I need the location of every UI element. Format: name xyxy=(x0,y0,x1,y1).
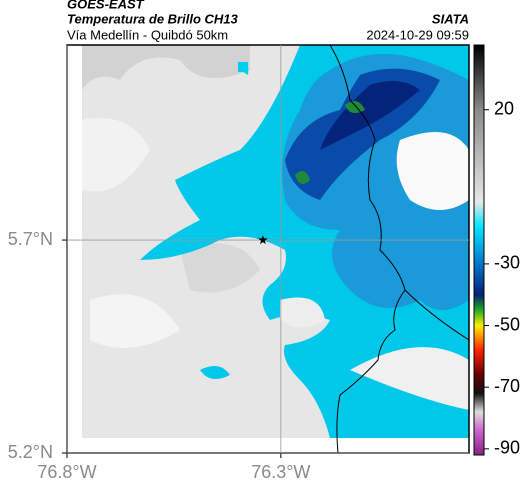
colorbar-tick-label: -90 xyxy=(494,438,520,458)
colorbar-tick-label: -50 xyxy=(494,314,520,334)
satellite-image xyxy=(67,45,469,453)
title: Temperatura de Brillo CH13 xyxy=(67,11,239,26)
colorbar-tick-label: -70 xyxy=(494,376,520,396)
source: SIATA xyxy=(432,11,469,26)
satellite: GOES-EAST xyxy=(67,0,145,11)
date: 2024-10-29 09:59 xyxy=(366,27,469,42)
colorbar-tick-label: -30 xyxy=(494,253,520,273)
subtitle: Vía Medellín - Quibdó 50km xyxy=(67,27,228,42)
y-tick-label: 5.7°N xyxy=(8,229,53,249)
colorbar xyxy=(473,44,485,456)
x-tick-label: 76.8°W xyxy=(37,462,96,482)
y-tick-label: 5.2°N xyxy=(8,442,53,462)
x-tick-label: 76.3°W xyxy=(251,462,310,482)
colorbar-tick-label: 20 xyxy=(494,98,514,118)
location-marker xyxy=(258,235,268,245)
